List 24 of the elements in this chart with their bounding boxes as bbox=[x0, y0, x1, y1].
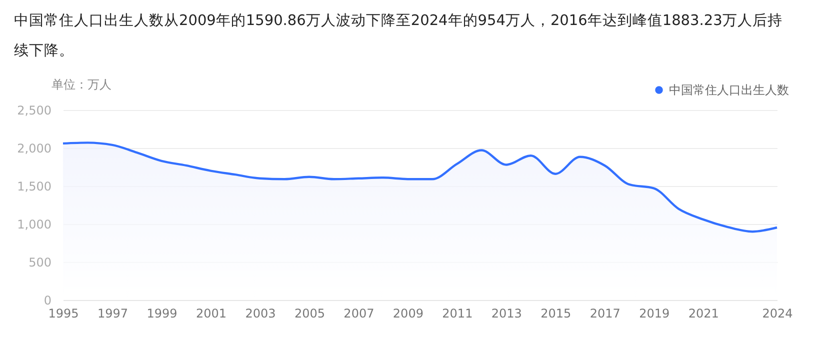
x-tick-label: 2019 bbox=[639, 306, 670, 320]
x-tick-label: 2021 bbox=[688, 306, 719, 320]
x-tick-label: 2003 bbox=[245, 306, 276, 320]
y-tick-label: 2,000 bbox=[17, 142, 52, 156]
chart-title: 中国常住人口出生人数从2009年的1590.86万人波动下降至2024年的954万人，2016年达到峰值1883.23万人后持续下降。 bbox=[13, 12, 784, 61]
y-tick-label: 2,500 bbox=[17, 104, 52, 118]
x-tick-label: 2017 bbox=[590, 306, 620, 320]
x-tick-label: 1997 bbox=[97, 306, 128, 320]
x-tick-label: 2011 bbox=[442, 306, 473, 320]
y-axis-title: 单位：万人 bbox=[52, 78, 112, 92]
x-tick-label: 1995 bbox=[48, 306, 79, 320]
legend-label: 中国常住人口出生人数 bbox=[669, 83, 789, 97]
x-tick-label: 2015 bbox=[540, 306, 572, 320]
y-tick-label: 0 bbox=[44, 294, 52, 308]
x-tick-label: 2024 bbox=[762, 306, 793, 320]
x-tick-label: 2013 bbox=[491, 306, 522, 320]
x-tick-label: 2009 bbox=[392, 306, 424, 320]
x-tick-label: 2005 bbox=[294, 306, 325, 320]
y-tick-label: 500 bbox=[28, 256, 52, 270]
x-tick-label: 2007 bbox=[344, 306, 374, 320]
x-tick-label: 1999 bbox=[146, 306, 178, 320]
y-tick-label: 1,000 bbox=[17, 218, 52, 232]
x-tick-label: 2001 bbox=[196, 306, 226, 320]
y-tick-label: 1,500 bbox=[17, 180, 52, 194]
